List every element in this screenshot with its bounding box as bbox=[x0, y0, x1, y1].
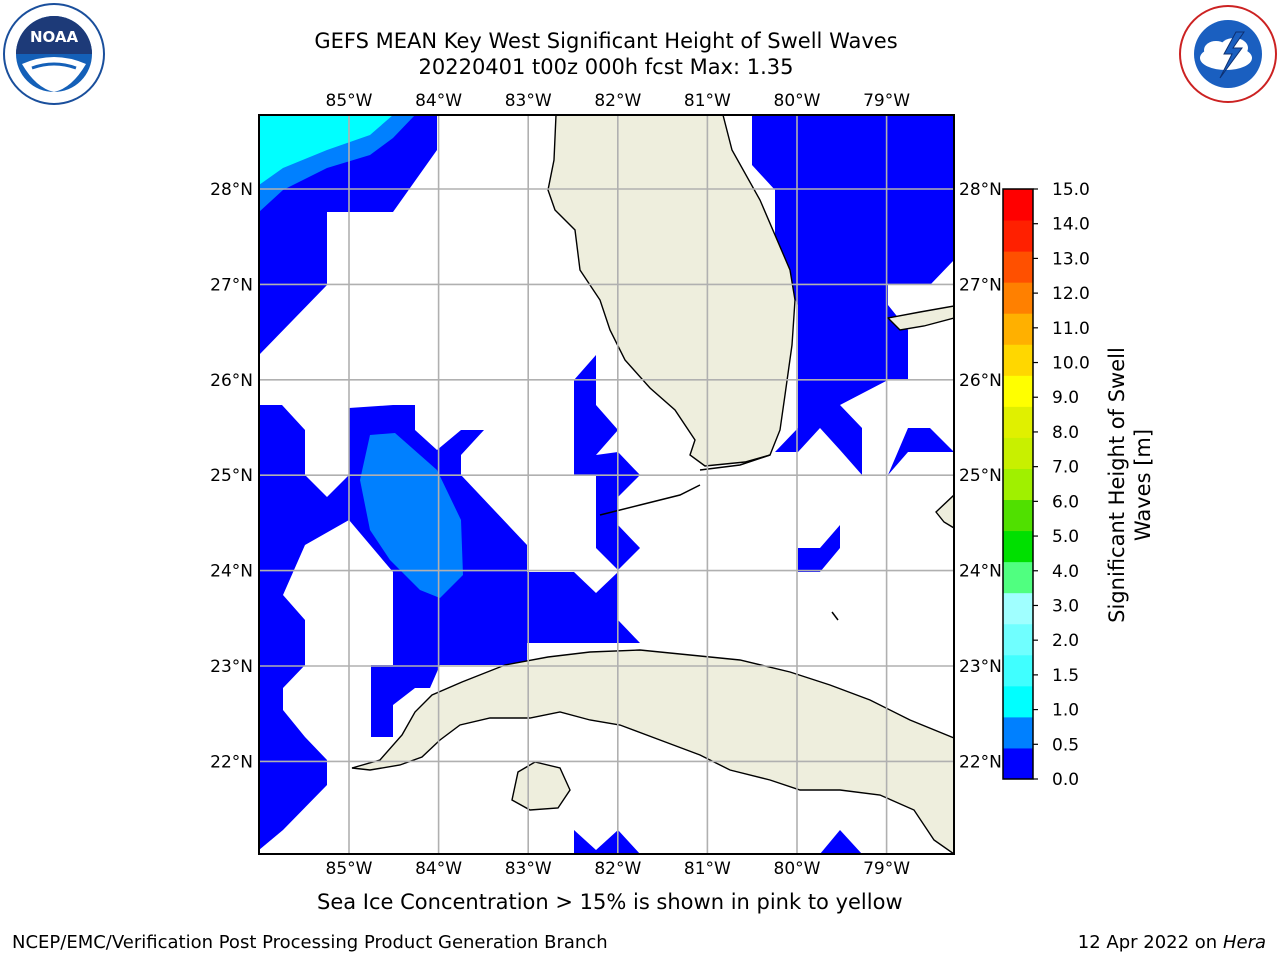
colorbar-segment bbox=[1003, 189, 1033, 221]
land-cuba bbox=[351, 649, 954, 854]
lat-label-left: 25°N bbox=[210, 466, 253, 486]
colorbar-segment bbox=[1003, 623, 1033, 656]
colorbar-segment bbox=[1003, 282, 1033, 314]
swell-region-se bbox=[820, 830, 862, 854]
colorbar-tick-label: 10.0 bbox=[1052, 354, 1090, 374]
colorbar-tick-label: 5.0 bbox=[1052, 527, 1079, 547]
colorbar-segment bbox=[1003, 716, 1033, 749]
colorbar-segment bbox=[1003, 654, 1033, 687]
lat-label-right: 24°N bbox=[959, 562, 1002, 582]
colorbar-segment bbox=[1003, 375, 1033, 407]
land-andros bbox=[935, 494, 954, 529]
lat-label-right: 22°N bbox=[959, 752, 1002, 772]
footer-branch: NCEP/EMC/Verification Post Processing Pr… bbox=[12, 932, 608, 953]
lon-label-bottom: 82°W bbox=[594, 859, 641, 879]
footer-date-text: 12 Apr 2022 on bbox=[1077, 932, 1223, 953]
land-grand-bahama bbox=[886, 305, 954, 331]
lon-label-top: 81°W bbox=[684, 91, 731, 111]
swell-region-west-mid bbox=[360, 433, 463, 598]
coastline-keys bbox=[599, 454, 771, 516]
lon-label-top: 82°W bbox=[594, 91, 641, 111]
colorbar-tick-label: 9.0 bbox=[1052, 388, 1079, 408]
lon-label-bottom: 81°W bbox=[684, 859, 731, 879]
lat-label-left: 26°N bbox=[210, 371, 253, 391]
footer-host: Hera bbox=[1222, 932, 1266, 953]
lat-label-right: 26°N bbox=[959, 371, 1002, 391]
footer-date: 12 Apr 2022 on Hera bbox=[1078, 932, 1266, 953]
swell-region-south bbox=[574, 830, 640, 854]
lat-label-right: 25°N bbox=[959, 466, 1002, 486]
lon-label-top: 79°W bbox=[863, 91, 910, 111]
lat-label-left: 24°N bbox=[210, 562, 253, 582]
colorbar-segment bbox=[1003, 220, 1033, 252]
colorbar-segment bbox=[1003, 344, 1033, 376]
lon-label-bottom: 80°W bbox=[774, 859, 821, 879]
land-isla-juventud bbox=[511, 761, 571, 811]
colorbar-tick-label: 12.0 bbox=[1052, 284, 1090, 304]
lon-label-top: 85°W bbox=[326, 91, 373, 111]
chart-subtitle: 20220401 t00z 000h fcst Max: 1.35 bbox=[418, 55, 794, 79]
colorbar-tick-label: 13.0 bbox=[1052, 249, 1090, 269]
lat-label-right: 23°N bbox=[959, 657, 1002, 677]
colorbar-tick-label: 15.0 bbox=[1052, 180, 1090, 200]
map-frame bbox=[258, 114, 955, 855]
colorbar: 0.0 0.5 1.0 1.5 2.0 3.0 4.0 5.0 6.0 7.0 8.0 9.0 10.0… bbox=[1002, 180, 1090, 790]
colorbar-segment bbox=[1003, 592, 1033, 625]
lon-label-top: 83°W bbox=[505, 91, 552, 111]
colorbar-tick-label: 0.0 bbox=[1052, 770, 1079, 790]
colorbar-tick-label: 14.0 bbox=[1052, 215, 1090, 235]
lat-label-right: 28°N bbox=[959, 180, 1002, 200]
colorbar-segment bbox=[1003, 530, 1033, 563]
noaa-logo-text: NOAA bbox=[30, 28, 79, 46]
noaa-logo-icon: NOAA bbox=[3, 3, 105, 105]
colorbar-tick-label: 1.0 bbox=[1052, 701, 1079, 721]
coastline-cay bbox=[831, 611, 839, 621]
colorbar-tick-label: 3.0 bbox=[1052, 596, 1079, 616]
colorbar-segment bbox=[1003, 468, 1033, 501]
colorbar-segment bbox=[1003, 313, 1033, 345]
colorbar-tick-label: 0.5 bbox=[1052, 735, 1079, 755]
colorbar-segment bbox=[1003, 561, 1033, 594]
colorbar-tick-label: 2.0 bbox=[1052, 631, 1079, 651]
lon-label-bottom: 83°W bbox=[505, 859, 552, 879]
lat-label-left: 23°N bbox=[210, 657, 253, 677]
colorbar-segment bbox=[1003, 251, 1033, 283]
lat-label-right: 27°N bbox=[959, 275, 1002, 295]
colorbar-segment bbox=[1003, 406, 1033, 438]
map-plot-area bbox=[259, 115, 954, 854]
swell-region-keys bbox=[574, 355, 640, 570]
swell-region-sw bbox=[259, 545, 327, 850]
lon-label-top: 84°W bbox=[415, 91, 462, 111]
land-florida bbox=[547, 115, 796, 467]
colorbar-tick-label: 7.0 bbox=[1052, 458, 1079, 478]
lon-label-bottom: 79°W bbox=[863, 859, 910, 879]
colorbar-tick-label: 8.0 bbox=[1052, 423, 1079, 443]
colorbar-tick-label: 6.0 bbox=[1052, 492, 1079, 512]
colorbar-label: Significant Height of Swell Waves [m] bbox=[1105, 347, 1155, 623]
swell-region-nw-cyan bbox=[259, 115, 393, 185]
colorbar-frame bbox=[1002, 188, 1034, 780]
colorbar-segment bbox=[1003, 499, 1033, 532]
colorbar-segment bbox=[1003, 437, 1033, 469]
colorbar-tick-label: 1.5 bbox=[1052, 666, 1079, 686]
colorbar-tick-label: 4.0 bbox=[1052, 562, 1079, 582]
lon-label-bottom: 85°W bbox=[326, 859, 373, 879]
colorbar-tick-label: 11.0 bbox=[1052, 319, 1090, 339]
sea-ice-caption: Sea Ice Concentration > 15% is shown in … bbox=[317, 890, 903, 914]
lon-label-bottom: 84°W bbox=[415, 859, 462, 879]
chart-title: GEFS MEAN Key West Significant Height of… bbox=[314, 29, 898, 53]
lat-label-left: 27°N bbox=[210, 275, 253, 295]
swell-region-sal bbox=[798, 525, 840, 572]
lat-label-left: 28°N bbox=[210, 180, 253, 200]
lon-label-top: 80°W bbox=[774, 91, 821, 111]
colorbar-segment bbox=[1003, 747, 1033, 780]
lat-label-left: 22°N bbox=[210, 752, 253, 772]
colorbar-segment bbox=[1003, 685, 1033, 718]
nws-logo-icon bbox=[1179, 5, 1277, 103]
swell-region-east bbox=[752, 115, 954, 475]
